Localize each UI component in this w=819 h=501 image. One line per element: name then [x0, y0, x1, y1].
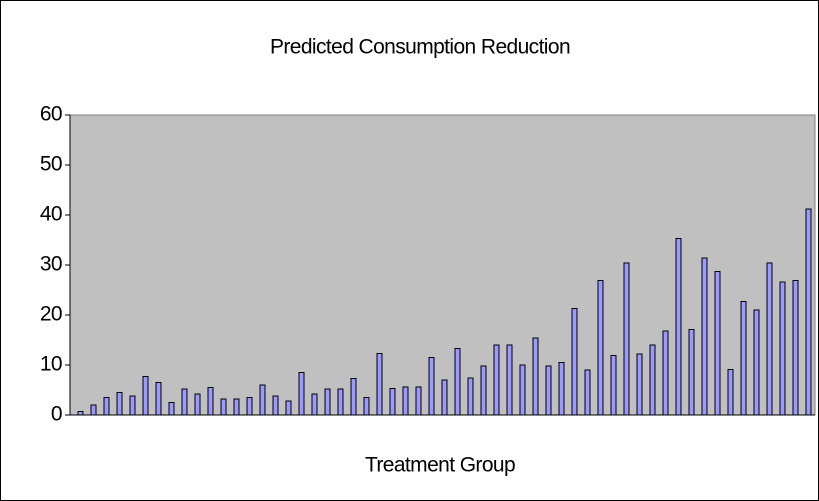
bar — [181, 388, 188, 416]
bar — [779, 281, 786, 416]
bar — [116, 392, 123, 416]
bar — [571, 308, 578, 416]
bar — [324, 388, 331, 416]
y-tick-label: 50 — [40, 153, 62, 176]
bar — [233, 398, 240, 416]
bar — [558, 362, 565, 416]
bar — [740, 301, 747, 416]
bar — [545, 365, 552, 416]
bar — [441, 379, 448, 416]
bar — [493, 344, 500, 416]
bar — [675, 238, 682, 416]
bar — [753, 309, 760, 416]
bar — [272, 395, 279, 416]
chart-title: Predicted Consumption Reduction — [270, 36, 570, 59]
bar — [805, 208, 812, 416]
bar — [402, 386, 409, 416]
bar — [532, 337, 539, 416]
y-tick-label: 60 — [40, 103, 62, 126]
bar — [519, 364, 526, 416]
bar — [727, 369, 734, 416]
bar — [77, 411, 84, 416]
bar — [194, 393, 201, 416]
bar — [584, 369, 591, 416]
y-tick-label: 30 — [40, 253, 62, 276]
bar — [480, 365, 487, 416]
bar — [103, 397, 110, 416]
bar — [701, 257, 708, 416]
bar — [415, 386, 422, 416]
bar — [155, 382, 162, 416]
bar — [714, 271, 721, 416]
bar — [662, 330, 669, 416]
bar — [610, 355, 617, 416]
y-tick-label: 0 — [51, 403, 62, 426]
bar — [207, 387, 214, 416]
bar — [129, 395, 136, 416]
bar — [376, 353, 383, 416]
bar — [298, 372, 305, 416]
bar — [90, 404, 97, 416]
bar — [311, 393, 318, 416]
bar — [389, 388, 396, 416]
bar — [285, 400, 292, 416]
bar — [337, 388, 344, 416]
bar — [688, 329, 695, 416]
bar — [467, 377, 474, 416]
bar — [246, 397, 253, 416]
bar — [428, 357, 435, 416]
bar — [142, 376, 149, 416]
bar — [454, 348, 461, 416]
bar — [636, 353, 643, 416]
bar — [363, 397, 370, 416]
bar — [649, 344, 656, 416]
x-axis-title: Treatment Group — [365, 454, 515, 477]
bar — [259, 384, 266, 416]
bar — [168, 402, 175, 416]
bar — [623, 262, 630, 416]
bar — [350, 378, 357, 416]
y-tick-label: 40 — [40, 203, 62, 226]
bar — [220, 398, 227, 416]
bar — [597, 280, 604, 416]
bar — [506, 344, 513, 416]
bar — [792, 280, 799, 416]
y-tick-label: 20 — [40, 303, 62, 326]
y-tick-label: 10 — [40, 353, 62, 376]
bar — [766, 262, 773, 416]
